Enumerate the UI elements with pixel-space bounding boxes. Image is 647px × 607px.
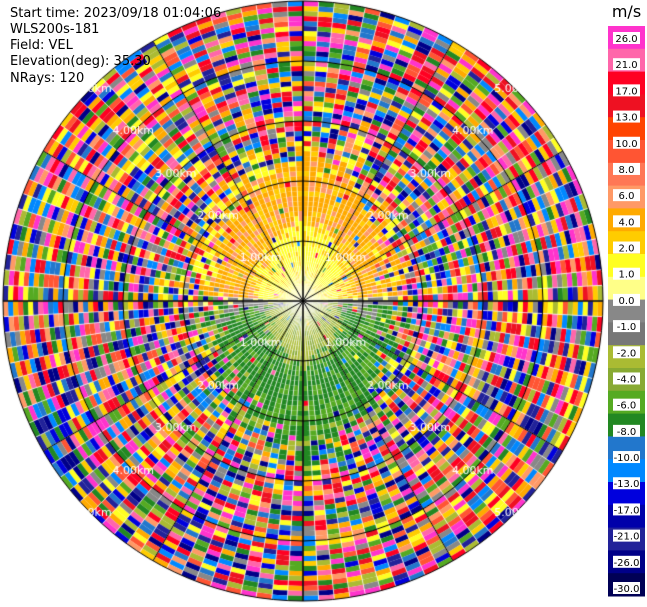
colorbar-tick-label: 13.0 [615, 113, 637, 124]
colorbar-tick-label: -6.0 [617, 401, 637, 412]
colorbar-tick-bg [613, 110, 640, 123]
colorbar-tick-label: 4.0 [619, 217, 635, 228]
colorbar-tick-label: -4.0 [617, 374, 637, 385]
colorbar-tick-label: 6.0 [619, 191, 635, 202]
colorbar-tick-bg [613, 293, 640, 306]
colorbar-tick-bg [613, 503, 640, 516]
colorbar-tick-label: 1.0 [619, 270, 635, 281]
site-label: WLS200s-181 [10, 22, 100, 37]
colorbar-tick-bg [613, 215, 640, 228]
colorbar-swatch [608, 459, 645, 483]
colorbar-tick-label: -26.0 [614, 558, 640, 569]
colorbar-tick-label: -17.0 [614, 505, 640, 516]
colorbar-tick-bg [613, 136, 640, 149]
colorbar-tick-bg [613, 241, 640, 254]
colorbar-tick-label: -1.0 [617, 322, 637, 333]
colorbar-tick-bg [613, 582, 640, 594]
colorbar-tick-label: 10.0 [615, 139, 637, 150]
colorbar-unit: m/s [612, 2, 641, 21]
ppi-scan-plot [0, 0, 607, 607]
colorbar-tick-label: -30.0 [614, 584, 640, 595]
colorbar-tick-label: -21.0 [614, 532, 640, 543]
colorbar-tick-label: -10.0 [614, 453, 640, 464]
colorbar-tick-label: 0.0 [619, 296, 635, 307]
colorbar-tick-bg [613, 424, 640, 437]
colorbar-tick-bg [613, 32, 640, 44]
colorbar-tick-bg [613, 84, 640, 97]
colorbar-tick-label: 26.0 [615, 34, 637, 45]
colorbar-tick-label: 8.0 [619, 165, 635, 176]
start-time-label: Start time: 2023/09/18 01:04:06 [10, 6, 222, 21]
colorbar-tick-label: 2.0 [619, 244, 635, 255]
colorbar-tick-bg [613, 398, 640, 411]
colorbar-tick-bg [613, 477, 640, 490]
colorbar-tick-bg [613, 372, 640, 385]
colorbar-tick-bg [613, 320, 640, 333]
field-label: Field: VEL [10, 38, 73, 53]
colorbar-tick-bg [613, 529, 640, 542]
colorbar-tick-label: 21.0 [615, 60, 637, 71]
colorbar-swatch [608, 117, 645, 141]
colorbar-tick-bg [613, 267, 640, 280]
colorbar-tick-label: -2.0 [617, 348, 637, 359]
colorbar-tick-label: -8.0 [617, 427, 637, 438]
colorbar-tick-bg [613, 189, 640, 202]
colorbar-tick-bg [613, 58, 640, 71]
nrays-label: NRays: 120 [10, 71, 85, 86]
colorbar-tick-label: -13.0 [614, 479, 640, 490]
colorbar-tick-bg [613, 555, 640, 568]
colorbar-tick-bg [613, 451, 640, 464]
elevation-label: Elevation(deg): 35.30 [10, 54, 151, 69]
colorbar-tick-bg [613, 346, 640, 359]
colorbar-tick-bg [613, 162, 640, 175]
colorbar-tick-label: 17.0 [615, 86, 637, 97]
